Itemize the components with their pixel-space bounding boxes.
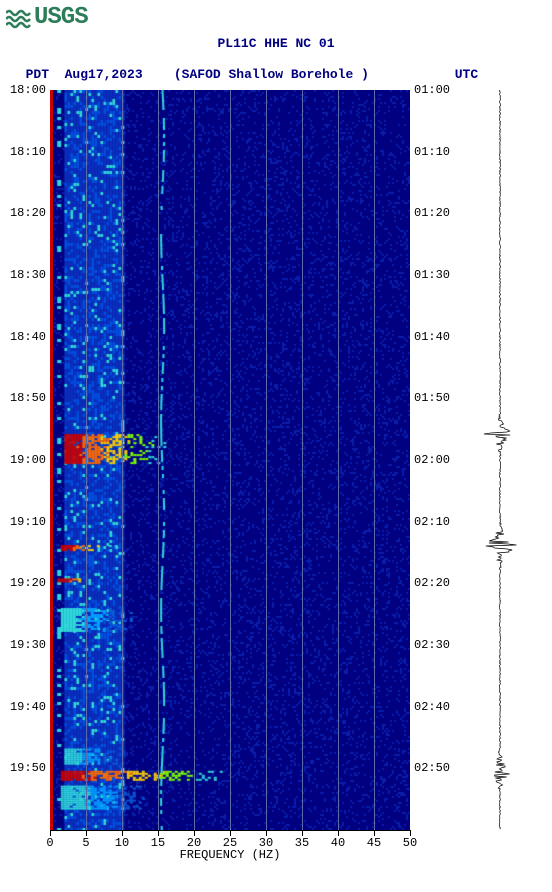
y-tick-left: 18:00 — [6, 83, 46, 97]
grid-line — [338, 90, 339, 830]
spectrogram-plot — [50, 90, 410, 830]
grid-line — [302, 90, 303, 830]
x-tick-label: 20 — [187, 836, 201, 850]
x-tick-label: 0 — [46, 836, 53, 850]
y-tick-right: 01:20 — [414, 206, 450, 220]
y-tick-left: 19:00 — [6, 453, 46, 467]
grid-line — [230, 90, 231, 830]
grid-line — [194, 90, 195, 830]
y-tick-right: 02:30 — [414, 638, 450, 652]
x-tick-label: 10 — [115, 836, 129, 850]
y-tick-left: 18:10 — [6, 145, 46, 159]
plot-title: PL11C HHE NC 01 — [217, 36, 334, 51]
y-tick-right: 01:00 — [414, 83, 450, 97]
y-tick-left: 18:30 — [6, 268, 46, 282]
subtitle-center: (SAFOD Shallow Borehole ) — [174, 67, 369, 82]
y-tick-left: 19:30 — [6, 638, 46, 652]
y-tick-left: 18:20 — [6, 206, 46, 220]
subtitle-left: PDT Aug17,2023 — [26, 67, 143, 82]
y-tick-right: 02:00 — [414, 453, 450, 467]
usgs-logo: USGS — [6, 4, 88, 31]
seismogram-strip — [470, 90, 530, 830]
logo-waves-icon — [6, 7, 32, 29]
y-tick-left: 19:40 — [6, 700, 46, 714]
y-tick-right: 01:40 — [414, 330, 450, 344]
x-tick-label: 30 — [259, 836, 273, 850]
x-tick-label: 25 — [223, 836, 237, 850]
x-tick-label: 40 — [331, 836, 345, 850]
grid-line — [122, 90, 123, 830]
grid-line — [86, 90, 87, 830]
seismogram-svg — [470, 90, 530, 830]
y-tick-right: 01:10 — [414, 145, 450, 159]
grid-line — [158, 90, 159, 830]
y-tick-right: 01:30 — [414, 268, 450, 282]
y-tick-right: 02:10 — [414, 515, 450, 529]
grid-line — [374, 90, 375, 830]
seismogram-trace — [484, 90, 517, 829]
y-tick-left: 19:10 — [6, 515, 46, 529]
y-tick-right: 02:50 — [414, 761, 450, 775]
left-red-axis — [50, 90, 53, 830]
plot-subtitle: PDT Aug17,2023 (SAFOD Shallow Borehole )… — [10, 52, 552, 82]
subtitle-right: UTC — [455, 67, 478, 82]
y-tick-right: 01:50 — [414, 391, 450, 405]
grid-line — [266, 90, 267, 830]
y-tick-left: 19:20 — [6, 576, 46, 590]
y-tick-left: 18:50 — [6, 391, 46, 405]
y-tick-left: 19:50 — [6, 761, 46, 775]
logo-text: USGS — [34, 4, 88, 31]
x-tick-label: 50 — [403, 836, 417, 850]
y-tick-right: 02:20 — [414, 576, 450, 590]
x-tick-label: 15 — [151, 836, 165, 850]
y-tick-left: 18:40 — [6, 330, 46, 344]
x-tick-label: 35 — [295, 836, 309, 850]
y-tick-right: 02:40 — [414, 700, 450, 714]
x-axis-label: FREQUENCY (HZ) — [50, 848, 410, 862]
x-tick-label: 5 — [82, 836, 89, 850]
x-tick-label: 45 — [367, 836, 381, 850]
